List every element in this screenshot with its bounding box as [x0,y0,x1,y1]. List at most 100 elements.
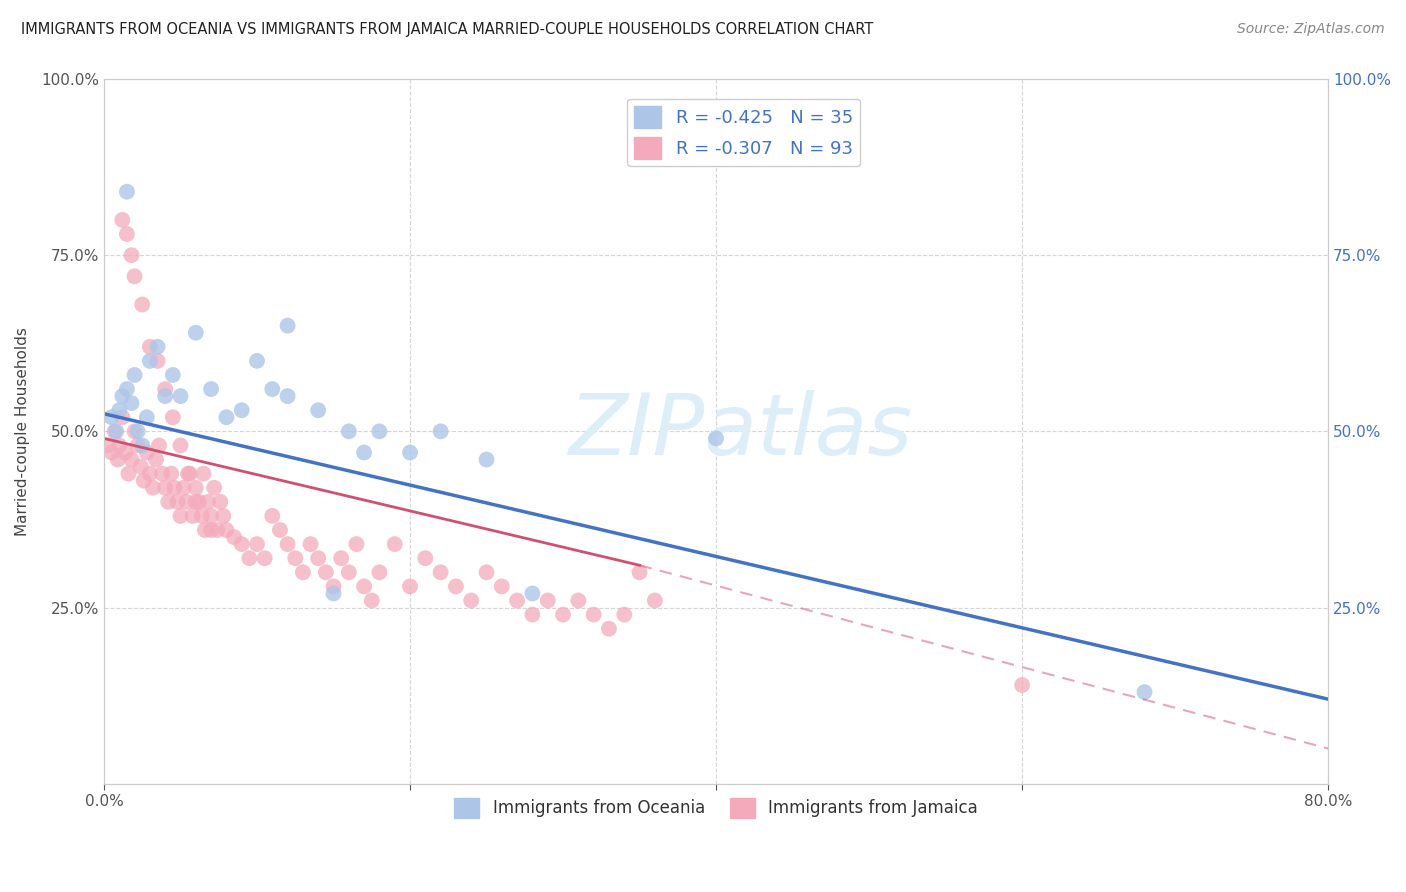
Point [522,586,544,600]
Point [415,551,437,566]
Point [299,537,322,551]
Point [277,389,299,403]
Point [114,445,136,459]
Point [704,431,727,445]
Point [135,410,157,425]
Point [253,551,276,566]
Point [330,551,353,566]
Point [146,354,169,368]
Point [104,425,127,439]
Point [460,593,482,607]
Point [399,579,422,593]
Point [205,523,228,537]
Point [246,537,269,551]
Point [132,474,155,488]
Point [115,227,138,241]
Point [384,537,406,551]
Point [153,481,176,495]
Point [429,425,451,439]
Legend: Immigrants from Oceania, Immigrants from Jamaica: Immigrants from Oceania, Immigrants from… [447,791,984,825]
Point [160,467,183,481]
Point [115,382,138,396]
Point [315,566,337,580]
Point [145,452,167,467]
Point [475,566,498,580]
Point [193,467,215,481]
Point [337,566,360,580]
Point [644,593,666,607]
Point [246,354,269,368]
Point [121,396,143,410]
Point [105,425,128,439]
Point [212,508,235,523]
Point [148,438,170,452]
Point [184,326,207,340]
Point [346,537,368,551]
Point [628,566,651,580]
Point [429,566,451,580]
Point [108,403,131,417]
Point [215,410,238,425]
Point [111,410,134,425]
Point [177,467,200,481]
Point [162,410,184,425]
Point [153,382,176,396]
Text: IMMIGRANTS FROM OCEANIA VS IMMIGRANTS FROM JAMAICA MARRIED-COUPLE HOUSEHOLDS COR: IMMIGRANTS FROM OCEANIA VS IMMIGRANTS FR… [21,22,873,37]
Point [231,537,253,551]
Point [169,508,191,523]
Point [262,382,284,396]
Point [506,593,529,607]
Point [194,523,217,537]
Text: Source: ZipAtlas.com: Source: ZipAtlas.com [1237,22,1385,37]
Point [173,481,195,495]
Point [191,508,214,523]
Point [124,368,146,382]
Point [127,425,149,439]
Point [1011,678,1033,692]
Point [157,495,180,509]
Point [127,438,149,452]
Point [100,410,122,425]
Point [124,269,146,284]
Point [121,452,143,467]
Point [142,481,165,495]
Point [262,508,284,523]
Point [337,425,360,439]
Point [322,586,344,600]
Point [179,467,201,481]
Point [537,593,560,607]
Point [522,607,544,622]
Point [169,438,191,452]
Point [135,445,157,459]
Point [360,593,382,607]
Point [444,579,467,593]
Point [184,481,207,495]
Point [307,551,329,566]
Point [209,495,232,509]
Point [269,523,291,537]
Point [184,495,207,509]
Point [491,579,513,593]
Point [139,467,162,481]
Point [163,481,186,495]
Point [238,551,260,566]
Point [146,340,169,354]
Point [129,459,152,474]
Point [598,622,620,636]
Point [322,579,344,593]
Point [277,537,299,551]
Point [200,508,222,523]
Point [277,318,299,333]
Point [353,445,375,459]
Point [139,340,162,354]
Point [139,354,162,368]
Point [115,185,138,199]
Point [613,607,636,622]
Y-axis label: Married-couple Households: Married-couple Households [15,327,30,536]
Point [176,495,198,509]
Point [124,425,146,439]
Point [399,445,422,459]
Point [107,452,129,467]
Point [567,593,589,607]
Point [181,508,204,523]
